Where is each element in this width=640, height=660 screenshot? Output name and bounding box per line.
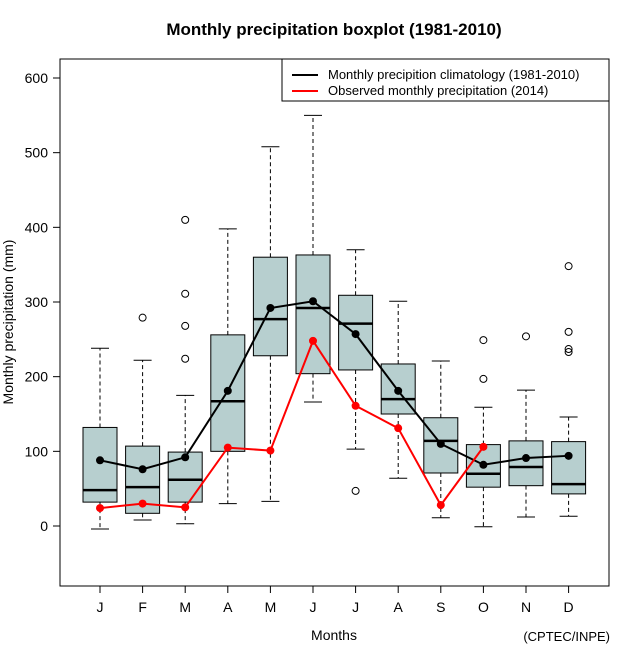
x-tick-label: D [564, 599, 574, 615]
series-point-0 [394, 386, 403, 395]
series-point-1 [266, 446, 275, 455]
series-point-1 [436, 501, 445, 510]
outlier-point [181, 289, 190, 298]
credit-label: (CPTEC/INPE) [523, 629, 610, 644]
series-point-1 [96, 504, 104, 513]
y-tick-label: 0 [40, 518, 48, 534]
outlier-point [479, 336, 488, 345]
y-tick-label: 300 [25, 294, 49, 310]
series-point-0 [479, 460, 488, 469]
series-line-0 [99, 300, 569, 471]
series-point-0 [351, 330, 360, 339]
box-11 [551, 262, 587, 517]
x-tick-label: S [436, 599, 445, 615]
box-8 [423, 360, 459, 519]
x-tick-label: M [179, 599, 191, 615]
outlier-point [138, 313, 147, 322]
outlier-point [564, 327, 573, 336]
outlier-point [181, 321, 190, 330]
chart-title: Monthly precipitation boxplot (1981-2010… [166, 20, 501, 39]
box-2 [167, 215, 203, 525]
legend-label-observed: Observed monthly precipitation (2014) [328, 83, 548, 98]
legend-box [281, 58, 610, 102]
x-tick-label: N [521, 599, 531, 615]
series-line-1 [99, 338, 485, 510]
y-axis: 0 100 200 300 400 500 600 [25, 70, 61, 534]
series-point-0 [266, 303, 275, 312]
x-tick-label: M [265, 599, 277, 615]
box-rect [167, 451, 203, 503]
series-point-1 [479, 442, 488, 451]
outlier-point [564, 348, 573, 357]
series-lines [96, 297, 573, 513]
x-tick-label: J [97, 599, 104, 615]
series-point-1 [138, 499, 147, 508]
series-point-0 [564, 451, 573, 460]
series-point-1 [351, 401, 360, 410]
boxes [82, 114, 587, 530]
y-tick-label: 400 [25, 219, 49, 235]
x-tick-label: J [310, 599, 317, 615]
x-axis-label: Months [311, 627, 357, 643]
outlier-point [351, 486, 360, 495]
series-point-1 [223, 443, 232, 452]
outlier-point [522, 332, 530, 341]
box-1 [125, 313, 161, 521]
series-point-0 [138, 465, 147, 474]
box-rect [508, 440, 544, 487]
series-point-0 [223, 386, 232, 395]
series-point-0 [522, 454, 530, 463]
y-tick-label: 200 [25, 369, 49, 385]
outlier-point [564, 262, 573, 271]
box-10 [508, 332, 544, 518]
box-0 [82, 347, 118, 530]
outlier-point [181, 354, 190, 363]
x-tick-label: A [223, 599, 233, 615]
series-point-1 [309, 336, 317, 345]
y-tick-label: 600 [25, 70, 49, 86]
series-point-1 [394, 424, 403, 433]
series-point-0 [181, 453, 190, 462]
x-tick-label: O [478, 599, 489, 615]
series-point-0 [96, 456, 104, 465]
box-6 [338, 249, 374, 495]
x-tick-label: J [352, 599, 359, 615]
box-rect [295, 254, 331, 375]
y-tick-label: 500 [25, 145, 49, 161]
outlier-point [564, 345, 573, 354]
box-rect [551, 441, 587, 495]
series-point-0 [309, 297, 317, 306]
y-axis-label: Monthly precipitation (mm) [0, 240, 16, 405]
x-tick-label: F [138, 599, 147, 615]
legend-label-climatology: Monthly precipition climatology (1981-20… [328, 67, 579, 82]
box-9 [465, 336, 501, 528]
x-tick-label: A [394, 599, 404, 615]
outlier-point [479, 374, 488, 383]
series-point-1 [181, 503, 190, 512]
outlier-point [181, 215, 190, 224]
y-tick-label: 100 [25, 443, 49, 459]
legend: Monthly precipition climatology (1981-20… [281, 58, 610, 102]
series-point-0 [436, 439, 445, 448]
